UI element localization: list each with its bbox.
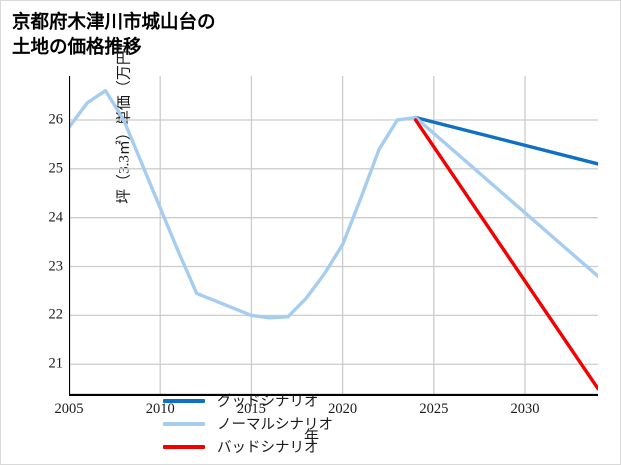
x-tick-label: 2020 <box>328 401 358 417</box>
y-tick-label: 23 <box>48 258 64 275</box>
legend-item[interactable]: バッドシナリオ <box>163 435 373 458</box>
x-tick-label: 2005 <box>54 401 84 417</box>
y-tick-label: 22 <box>48 306 64 323</box>
y-axis-tick-labels: 21 22 23 24 25 26 <box>15 76 64 396</box>
legend-color-swatch <box>163 421 205 426</box>
x-tick-label: 2015 <box>236 401 266 417</box>
y-tick-label: 21 <box>48 355 64 372</box>
series-line <box>413 118 598 391</box>
x-axis-label: 年 <box>303 429 319 445</box>
horizontal-gridlines <box>69 119 598 365</box>
y-tick-label: 25 <box>48 160 64 177</box>
y-tick-label: 24 <box>48 209 64 226</box>
series-line <box>413 115 598 279</box>
legend-label: ノーマルシナリオ <box>217 417 333 433</box>
series-line <box>69 88 418 320</box>
legend-label: グッドシナリオ <box>217 394 319 410</box>
plot-area: グッドシナリオ ノーマルシナリオ バッドシナリオ <box>69 76 598 456</box>
chart-canvas <box>69 76 598 396</box>
legend-item[interactable]: ノーマルシナリオ <box>163 412 373 435</box>
page-title: 京都府木津川市城山台の 土地の価格推移 <box>12 11 216 57</box>
chart-legend: グッドシナリオ ノーマルシナリオ バッドシナリオ <box>163 389 373 458</box>
y-tick-label: 26 <box>48 111 64 128</box>
legend-item[interactable]: グッドシナリオ <box>163 389 373 412</box>
data-series-layer <box>69 88 598 391</box>
legend-color-swatch <box>163 398 205 403</box>
vertical-gridlines <box>159 76 526 396</box>
series-line <box>413 115 598 166</box>
legend-color-swatch <box>163 444 205 449</box>
legend-label: バッドシナリオ <box>217 440 319 456</box>
x-tick-label: 2025 <box>419 401 449 417</box>
x-tick-label: 2010 <box>145 401 175 417</box>
x-axis-tick-labels: 2005 2010 2015 2020 2025 2030 <box>55 401 598 423</box>
x-tick-label: 2030 <box>510 401 540 417</box>
